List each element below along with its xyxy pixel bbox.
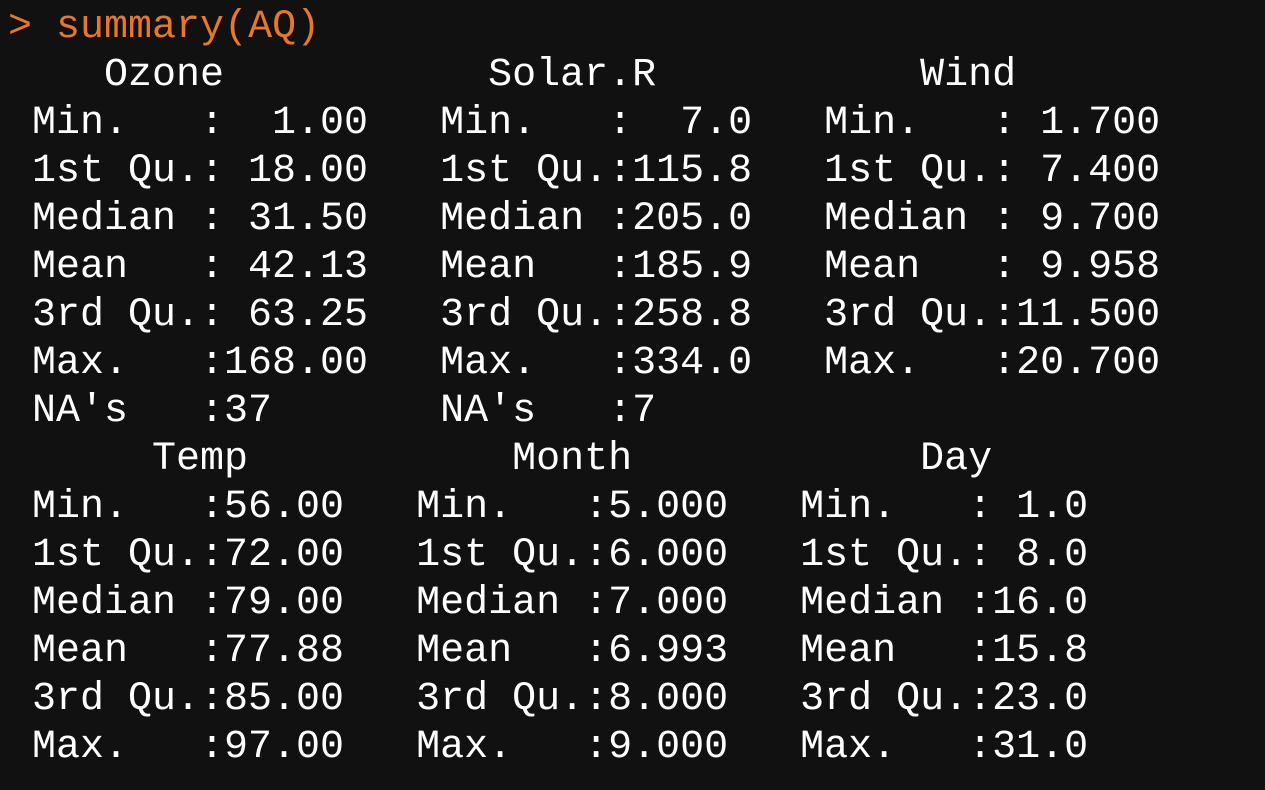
output-line: 3rd Qu.: 63.25 3rd Qu.:258.8 3rd Qu.:11.… (8, 293, 1209, 338)
output-line: Median : 31.50 Median :205.0 Median : 9.… (8, 197, 1209, 242)
prompt-symbol: > (8, 5, 33, 50)
output-line: Max. :97.00 Max. :9.000 Max. :31.0 (8, 725, 1137, 770)
output-line: 1st Qu.:72.00 1st Qu.:6.000 1st Qu.: 8.0 (8, 533, 1137, 578)
output-line: Min. : 1.00 Min. : 7.0 Min. : 1.700 (8, 101, 1209, 146)
command-text: summary(AQ) (56, 5, 321, 50)
summary-output: Ozone Solar.R Wind Min. : 1.00 Min. : 7.… (8, 52, 1265, 772)
output-line: 1st Qu.: 18.00 1st Qu.:115.8 1st Qu.: 7.… (8, 149, 1209, 194)
output-line: Min. :56.00 Min. :5.000 Min. : 1.0 (8, 485, 1137, 530)
output-line: Max. :168.00 Max. :334.0 Max. :20.700 (8, 341, 1209, 386)
output-line: Mean : 42.13 Mean :185.9 Mean : 9.958 (8, 245, 1209, 290)
output-line: Mean :77.88 Mean :6.993 Mean :15.8 (8, 629, 1137, 674)
output-line: 3rd Qu.:85.00 3rd Qu.:8.000 3rd Qu.:23.0 (8, 677, 1137, 722)
output-line: NA's :37 NA's :7 (8, 389, 1209, 434)
output-line: Median :79.00 Median :7.000 Median :16.0 (8, 581, 1137, 626)
command-line[interactable]: > summary(AQ) (8, 4, 1265, 52)
output-line-header-1: Ozone Solar.R Wind (8, 53, 1137, 98)
output-line-header-2: Temp Month Day (8, 437, 1137, 482)
